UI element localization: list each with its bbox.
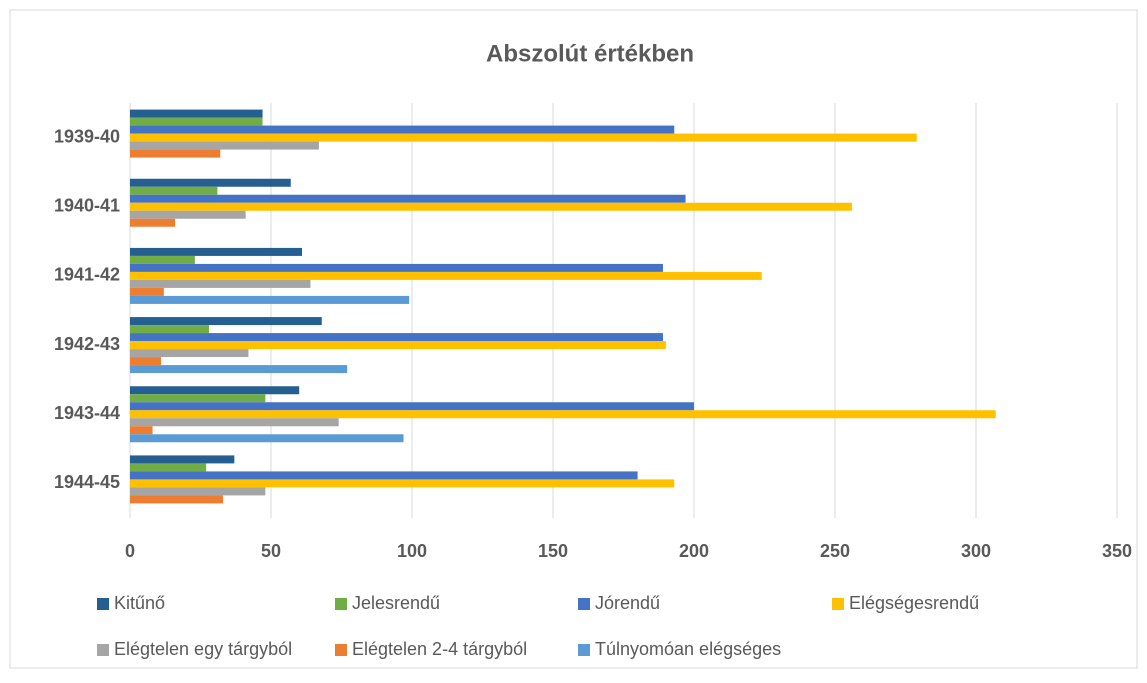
bar [130, 333, 663, 342]
bar [130, 365, 348, 374]
legend-swatch [335, 598, 347, 610]
x-tick-label: 0 [125, 541, 135, 561]
bar [130, 349, 249, 358]
bar [130, 186, 218, 195]
y-tick-label: 1943-44 [54, 403, 120, 423]
legend-swatch [335, 644, 347, 656]
legend-swatch [578, 644, 590, 656]
bar [130, 386, 300, 395]
legend-label: Elégségesrendű [849, 593, 979, 613]
x-tick-label: 250 [820, 541, 850, 561]
bar [130, 194, 686, 203]
bar [130, 210, 246, 219]
legend-label: Elégtelen egy tárgyból [114, 639, 292, 659]
bar [130, 394, 266, 403]
x-tick-label: 150 [538, 541, 568, 561]
bar [130, 317, 322, 326]
bar [130, 141, 319, 150]
bar [130, 133, 917, 142]
bar [130, 495, 224, 504]
bar [130, 271, 762, 280]
legend-label: Túlnyomóan elégséges [595, 639, 781, 659]
y-tick-label: 1944-45 [54, 472, 120, 492]
x-tick-label: 300 [961, 541, 991, 561]
bar [130, 487, 266, 496]
x-tick-label: 100 [397, 541, 427, 561]
legend-label: Jelesrendű [352, 593, 440, 613]
legend-swatch [578, 598, 590, 610]
bar [130, 325, 209, 334]
y-tick-label: 1940-41 [54, 196, 120, 216]
x-tick-label: 200 [679, 541, 709, 561]
bar [130, 255, 195, 264]
bar [130, 287, 164, 296]
y-tick-label: 1939-40 [54, 126, 120, 146]
bar [130, 125, 675, 134]
bar [130, 279, 311, 288]
bar [130, 109, 263, 118]
y-tick-label: 1942-43 [54, 334, 120, 354]
legend-label: Kitűnő [114, 593, 165, 613]
y-tick-label: 1941-42 [54, 265, 120, 285]
bar [130, 463, 207, 472]
bar [130, 263, 663, 272]
x-tick-label: 350 [1102, 541, 1132, 561]
bar [130, 341, 666, 350]
x-tick-label: 50 [261, 541, 281, 561]
bar [130, 295, 410, 304]
bar [130, 149, 221, 158]
legend-swatch [97, 598, 109, 610]
bar [130, 402, 694, 411]
bar [130, 218, 176, 227]
bar [130, 357, 162, 366]
legend-label: Elégtelen 2-4 tárgyból [352, 639, 527, 659]
bar [130, 455, 235, 464]
legend-label: Jórendű [595, 593, 660, 613]
bar [130, 202, 852, 211]
bar [130, 426, 153, 435]
bar [130, 418, 339, 427]
legend-swatch [832, 598, 844, 610]
bar [130, 471, 638, 480]
bar [130, 178, 291, 187]
bar [130, 117, 263, 126]
chart-title: Abszolút értékben [486, 40, 694, 67]
bar [130, 479, 675, 488]
legend-swatch [97, 644, 109, 656]
bar [130, 410, 996, 419]
bar [130, 434, 404, 443]
bar [130, 247, 303, 256]
